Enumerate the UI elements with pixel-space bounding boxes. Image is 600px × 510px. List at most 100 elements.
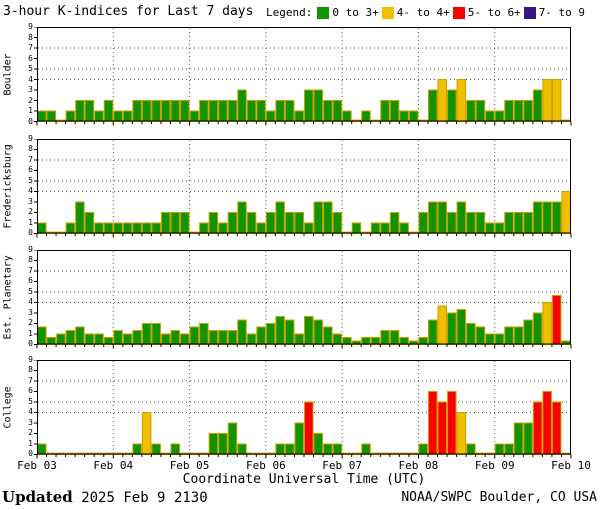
legend-swatch-icon: [317, 6, 330, 19]
k-bar: [256, 325, 266, 345]
k-bar: [551, 401, 562, 455]
k-bar: [485, 110, 495, 122]
k-bar: [447, 312, 457, 345]
y-tick-label: 3: [28, 85, 33, 94]
k-bar: [342, 110, 352, 122]
legend-item-1: 0 to 3+: [317, 6, 379, 19]
k-bar: [132, 222, 142, 234]
k-bar: [122, 222, 133, 234]
k-bar: [141, 411, 152, 455]
k-bar: [513, 211, 524, 234]
k-bar: [65, 222, 76, 234]
k-bar: [456, 79, 467, 122]
k-bar: [246, 211, 257, 234]
k-bar: [170, 443, 181, 455]
legend-item-label: 0 to 3+: [332, 6, 379, 19]
kindex-plot-fredericksburg: [34, 138, 572, 237]
legend-swatch-icon: [381, 6, 394, 19]
k-bar: [456, 308, 467, 345]
y-tick-label: 6: [28, 386, 33, 395]
x-tick-label-feb-06: Feb 06: [245, 459, 286, 472]
k-bar: [84, 333, 95, 345]
k-bar: [380, 329, 390, 345]
k-bar: [294, 211, 305, 234]
k-bar: [65, 110, 76, 122]
k-bar: [456, 201, 467, 234]
k-bar: [75, 325, 85, 345]
k-bar: [141, 100, 152, 122]
updated-timestamp: Updated 2025 Feb 9 2130: [2, 488, 208, 506]
k-bar: [170, 211, 181, 234]
k-bar: [189, 110, 200, 122]
k-bar: [494, 333, 505, 345]
k-bar: [103, 100, 114, 122]
k-bar: [504, 443, 514, 455]
k-bar: [218, 329, 228, 345]
k-bar: [151, 322, 161, 345]
y-tick-label: 2: [28, 428, 33, 437]
k-bar: [456, 411, 467, 455]
y-tick-label: 4: [28, 186, 33, 195]
k-bar: [94, 110, 104, 122]
k-bar: [199, 322, 209, 345]
k-bar: [151, 222, 161, 234]
k-bar: [532, 401, 543, 455]
k-bar: [246, 100, 257, 122]
k-bar: [122, 110, 133, 122]
k-bar: [551, 201, 562, 234]
k-bar: [218, 100, 228, 122]
k-bar: [180, 100, 190, 122]
k-bar: [284, 211, 295, 234]
k-bar: [323, 443, 333, 455]
k-bar: [208, 211, 219, 234]
k-bar: [180, 333, 190, 345]
y-tick-label: 9: [28, 244, 33, 254]
k-bar: [494, 110, 505, 122]
y-tick-label: 0: [28, 116, 33, 126]
k-bar: [323, 325, 333, 345]
x-tick-label-feb-04: Feb 04: [93, 459, 134, 472]
k-bar: [103, 336, 114, 345]
k-bar: [504, 325, 514, 345]
k-bar: [418, 336, 428, 345]
x-tick-label-feb-03: Feb 03: [17, 459, 57, 472]
k-bar: [189, 325, 200, 345]
kindex-plot-boulder: [34, 27, 572, 126]
k-bar: [532, 201, 543, 234]
k-bar: [551, 79, 562, 122]
updated-value: 2025 Feb 9 2130: [81, 490, 208, 506]
k-bar: [237, 89, 247, 122]
y-tick-label: 6: [28, 165, 33, 174]
y-tick-label: 1: [28, 217, 33, 227]
y-tick-label: 7: [28, 265, 33, 275]
y-tick-label: 9: [28, 133, 33, 143]
k-bar: [132, 443, 142, 455]
k-bar: [466, 211, 476, 234]
k-bar: [532, 89, 543, 122]
k-bar: [427, 89, 438, 122]
k-bar: [132, 329, 142, 345]
legend-item-3: 5- to 6+: [452, 6, 521, 19]
legend-item-2: 4- to 4+: [381, 6, 450, 19]
k-bar: [513, 100, 524, 122]
k-bar: [399, 222, 409, 234]
k-bar: [199, 100, 209, 122]
k-bar: [418, 443, 428, 455]
legend-item-4: 7- to 9: [523, 6, 585, 19]
k-bar: [427, 319, 438, 345]
station-label-boulder: Boulder: [2, 53, 14, 96]
k-bar: [323, 201, 333, 234]
k-bar: [113, 110, 123, 122]
k-bar: [475, 211, 486, 234]
k-bar: [389, 211, 400, 234]
y-tick-label: 2: [28, 318, 33, 327]
k-bar: [265, 110, 276, 122]
k-bar: [447, 211, 457, 234]
k-bar: [84, 211, 95, 234]
y-tick-label: 5: [28, 64, 33, 73]
k-bar: [485, 333, 495, 345]
y-tick-label: 0: [28, 449, 33, 458]
k-bar: [284, 100, 295, 122]
k-bar: [46, 110, 57, 122]
k-bar: [370, 222, 381, 234]
